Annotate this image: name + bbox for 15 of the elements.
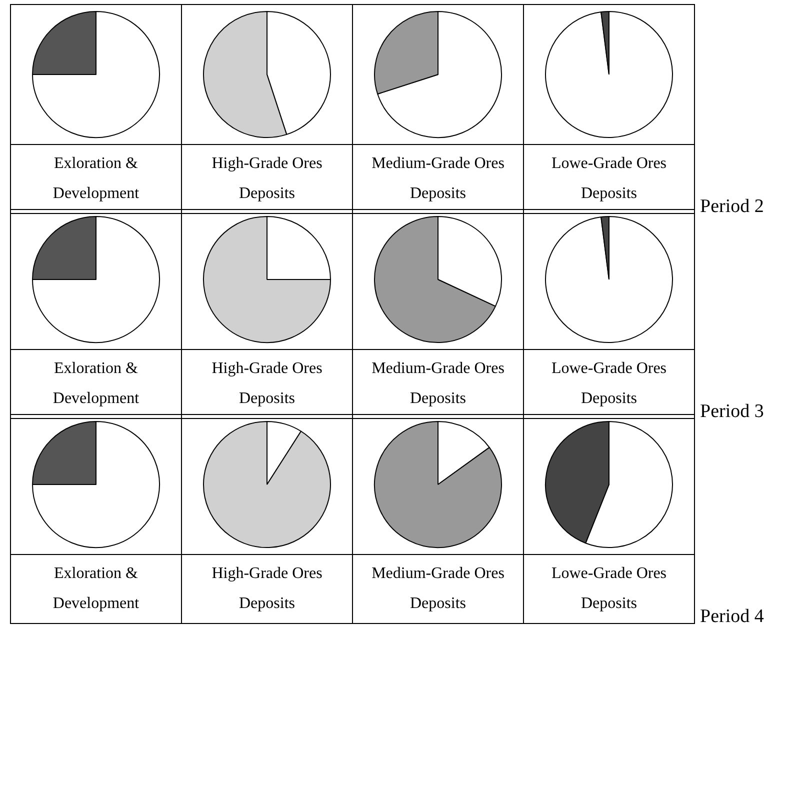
text: Exloration & Development (52, 154, 140, 204)
text: Lowe-Grade Ores Deposits (550, 359, 668, 409)
text: High-Grade Ores Deposits (210, 154, 324, 204)
text: Lowe-Grade Ores Deposits (550, 564, 668, 614)
text: High-Grade Ores Deposits (210, 564, 324, 614)
text: Period 4 (700, 606, 764, 628)
text: High-Grade Ores Deposits (210, 359, 324, 409)
text: Medium-Grade Ores Deposits (370, 359, 506, 409)
text: Period 2 (700, 196, 764, 218)
text: Exloration & Development (52, 564, 140, 614)
text: Period 3 (700, 401, 764, 423)
text: Medium-Grade Ores Deposits (370, 564, 506, 614)
text: Lowe-Grade Ores Deposits (550, 154, 668, 204)
text: Exloration & Development (52, 359, 140, 409)
text: Medium-Grade Ores Deposits (370, 154, 506, 204)
